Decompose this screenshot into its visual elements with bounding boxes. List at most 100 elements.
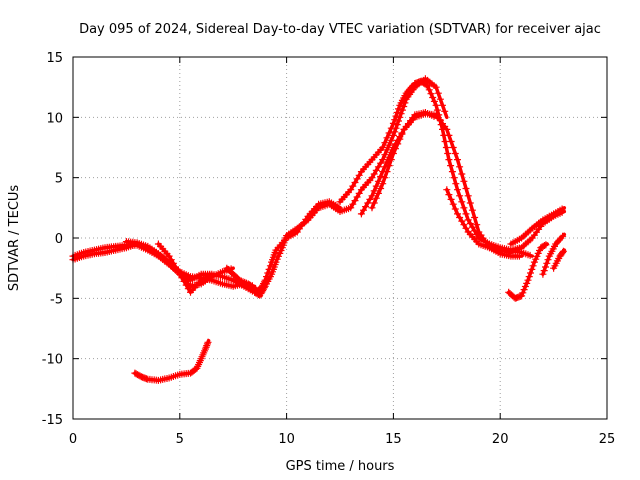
- data-point: [539, 270, 547, 278]
- data-point: [381, 151, 389, 159]
- data-point: [389, 119, 397, 127]
- data-point: [374, 163, 382, 171]
- data-point: [527, 269, 534, 277]
- data-point: [368, 174, 376, 182]
- data-point: [370, 187, 378, 195]
- data-point: [184, 285, 192, 293]
- data-point: [392, 112, 400, 120]
- data-point: [456, 163, 464, 171]
- x-tick-label: 25: [599, 432, 616, 447]
- data-point: [398, 130, 406, 138]
- data-point: [400, 103, 408, 110]
- data-point: [355, 171, 363, 179]
- series-arc-4: [154, 240, 214, 296]
- data-point: [377, 159, 385, 167]
- data-point: [391, 128, 399, 136]
- data-point: [429, 94, 437, 101]
- data-point: [172, 263, 179, 271]
- data-point: [466, 220, 474, 227]
- data-point: [236, 276, 244, 284]
- data-point: [377, 185, 385, 192]
- data-point: [347, 204, 355, 212]
- x-tick-label: 15: [385, 432, 402, 447]
- data-point: [264, 269, 272, 277]
- data-point: [445, 156, 453, 164]
- data-point: [351, 197, 359, 205]
- data-point: [389, 150, 397, 157]
- series-arc-5: [223, 200, 353, 297]
- y-tick-label: 15: [46, 51, 63, 66]
- data-point: [462, 210, 470, 218]
- data-point: [460, 204, 468, 212]
- data-point: [544, 256, 552, 264]
- data-point: [515, 252, 523, 260]
- data-point: [351, 179, 359, 186]
- data-point: [389, 131, 397, 139]
- data-point: [258, 283, 266, 291]
- data-point: [372, 194, 380, 202]
- data-point: [395, 105, 402, 113]
- data-point: [443, 186, 451, 194]
- data-point: [454, 186, 461, 194]
- data-point: [436, 95, 444, 103]
- data-point: [201, 345, 209, 353]
- data-point: [460, 221, 468, 229]
- data-point: [444, 150, 452, 157]
- y-tick-label: -10: [42, 353, 63, 368]
- data-point: [542, 241, 550, 249]
- data-point: [432, 83, 440, 91]
- data-point: [394, 140, 402, 148]
- data-point: [520, 286, 528, 294]
- data-point: [456, 214, 464, 221]
- series-arc-16: [550, 247, 567, 272]
- data-point: [462, 224, 470, 232]
- data-point: [259, 281, 267, 289]
- data-point: [372, 182, 380, 190]
- data-point: [449, 144, 457, 151]
- data-point: [442, 144, 450, 151]
- data-point: [266, 262, 274, 270]
- data-point: [397, 110, 405, 118]
- data-point: [392, 145, 399, 153]
- data-point: [357, 210, 365, 218]
- data-point: [370, 170, 378, 178]
- data-point: [559, 232, 567, 240]
- data-point: [180, 277, 188, 285]
- data-point: [395, 117, 402, 125]
- data-point: [468, 206, 476, 214]
- ticks: 0 5 10 15 20 25 -15 -10 -5 0 5 10 15: [42, 51, 616, 447]
- data-point: [430, 97, 438, 105]
- data-point: [458, 198, 466, 206]
- data-point: [391, 116, 399, 124]
- data-point: [518, 292, 526, 300]
- data-point: [353, 175, 361, 183]
- series-line: [225, 202, 353, 296]
- data-point: [559, 249, 567, 256]
- series-arc-14: [505, 241, 550, 302]
- data-point: [355, 189, 363, 197]
- data-point: [372, 166, 380, 174]
- data-point: [471, 214, 479, 221]
- data-point: [445, 191, 453, 199]
- data-point: [443, 125, 451, 133]
- data-point: [176, 270, 184, 278]
- data-point: [458, 217, 466, 225]
- data-point: [368, 192, 376, 200]
- data-point: [434, 89, 442, 97]
- data-point: [432, 101, 440, 109]
- series-arc-8: [347, 75, 449, 212]
- data-point: [525, 273, 533, 281]
- data-point: [182, 281, 190, 289]
- data-point: [362, 203, 370, 211]
- data-point: [464, 192, 472, 200]
- data-point: [377, 173, 385, 180]
- data-point: [454, 156, 461, 164]
- data-point: [448, 168, 456, 176]
- data-point: [521, 283, 529, 290]
- x-tick-label: 5: [176, 432, 184, 447]
- data-point: [383, 134, 391, 142]
- data-point: [543, 259, 551, 267]
- data-point: [441, 138, 449, 145]
- data-point: [383, 168, 391, 176]
